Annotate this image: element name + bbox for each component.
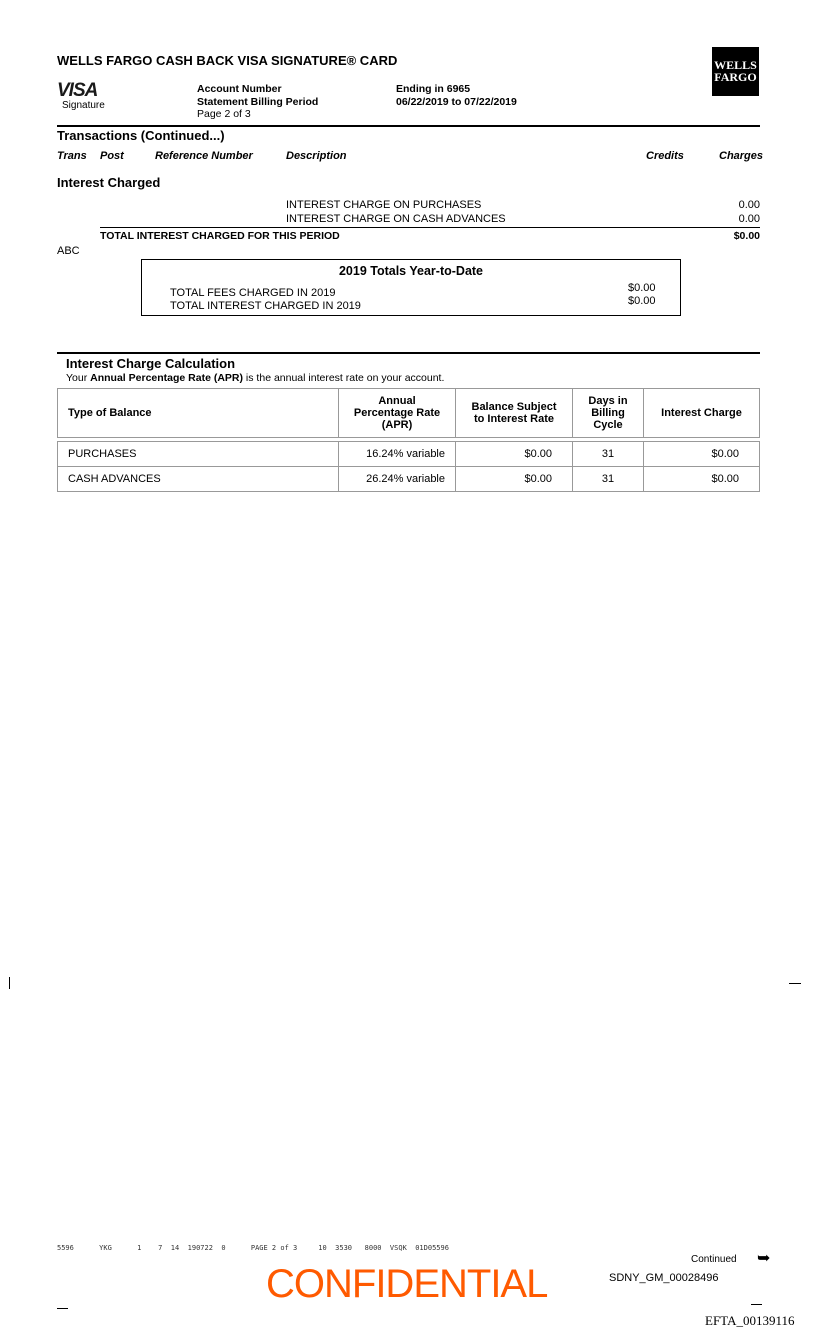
interest-row-charge: 0.00 [738, 213, 760, 225]
card-title: WELLS FARGO CASH BACK VISA SIGNATURE® CA… [57, 53, 398, 68]
cell-days: 31 [572, 441, 644, 467]
apr-intro-bold: Annual Percentage Rate (APR) [90, 372, 244, 384]
apr-intro-text: is the annual interest rate on your acco… [243, 372, 445, 384]
margin-mark [57, 1308, 68, 1309]
ytd-box: 2019 Totals Year-to-Date TOTAL FEES CHAR… [141, 259, 681, 316]
sdny-bates-number: SDNY_GM_00028496 [609, 1272, 719, 1284]
billing-period-value: 06/22/2019 to 07/22/2019 [396, 96, 517, 108]
total-interest-label: TOTAL INTEREST CHARGED FOR THIS PERIOD [100, 230, 340, 242]
transactions-title: Transactions (Continued...) [57, 128, 225, 143]
th-apr: Annual Percentage Rate (APR) [338, 388, 456, 438]
cell-type: PURCHASES [57, 441, 339, 467]
wells-fargo-logo: WELLS FARGO [712, 47, 759, 96]
ytd-title: 2019 Totals Year-to-Date [338, 264, 484, 278]
total-interest-value: $0.00 [733, 230, 760, 242]
page-number: Page 2 of 3 [197, 108, 251, 120]
col-credits: Credits [646, 150, 684, 162]
interest-charged-heading: Interest Charged [57, 175, 161, 190]
ytd-interest-value: $0.00 [628, 295, 656, 307]
th-days: Days in Billing Cycle [572, 388, 644, 438]
account-number-label: Account Number [197, 83, 282, 95]
cell-apr: 26.24% variable [338, 466, 456, 492]
interest-calc-table: Type of Balance Annual Percentage Rate (… [57, 388, 760, 492]
apr-intro-text: Your [66, 372, 91, 384]
billing-period-label: Statement Billing Period [197, 96, 319, 108]
apr-intro: Your Annual Percentage Rate (APR) is the… [66, 372, 444, 384]
col-description: Description [286, 150, 347, 162]
margin-mark [9, 977, 10, 989]
divider [57, 125, 760, 127]
ytd-interest-label: TOTAL INTEREST CHARGED IN 2019 [170, 300, 361, 312]
col-trans: Trans [57, 150, 87, 162]
account-number-value: Ending in 6965 [396, 83, 471, 95]
ytd-fees-value: $0.00 [628, 282, 656, 294]
margin-mark [789, 983, 801, 984]
table-header-row: Type of Balance Annual Percentage Rate (… [57, 388, 760, 438]
cell-interest: $0.00 [643, 441, 760, 467]
interest-row-description: INTEREST CHARGE ON CASH ADVANCES [286, 213, 506, 225]
interest-calc-title: Interest Charge Calculation [66, 356, 236, 371]
visa-signature-label: Signature [62, 100, 105, 111]
th-interest: Interest Charge [643, 388, 760, 438]
th-type: Type of Balance [57, 388, 339, 438]
efta-number: EFTA_00139116 [705, 1313, 795, 1328]
visa-logo: VISA [57, 80, 98, 101]
continued-label: Continued [691, 1254, 737, 1265]
col-charges: Charges [719, 150, 764, 162]
cell-interest: $0.00 [643, 466, 760, 492]
interest-row-description: INTEREST CHARGE ON PURCHASES [286, 199, 482, 211]
ytd-fees-label: TOTAL FEES CHARGED IN 2019 [170, 287, 336, 299]
divider [100, 227, 760, 228]
table-row: CASH ADVANCES 26.24% variable $0.00 31 $… [57, 466, 760, 492]
cell-apr: 16.24% variable [338, 441, 456, 467]
col-reference: Reference Number [155, 150, 253, 162]
cell-balance: $0.00 [455, 441, 573, 467]
divider [57, 352, 760, 354]
cell-balance: $0.00 [455, 466, 573, 492]
cell-days: 31 [572, 466, 644, 492]
table-row: PURCHASES 16.24% variable $0.00 31 $0.00 [57, 441, 760, 467]
continued-arrow-icon: ➥ [757, 1250, 771, 1267]
confidential-stamp: CONFIDENTIAL [266, 1262, 548, 1306]
abc-label: ABC [57, 245, 80, 257]
th-balance: Balance Subject to Interest Rate [455, 388, 573, 438]
margin-mark [751, 1304, 762, 1305]
interest-row-charge: 0.00 [738, 199, 760, 211]
col-post: Post [100, 150, 124, 162]
cell-type: CASH ADVANCES [57, 466, 339, 492]
footer-code-line: 5596 YKG 1 7 14 190722 0 PAGE 2 of 3 10 … [57, 1244, 449, 1252]
